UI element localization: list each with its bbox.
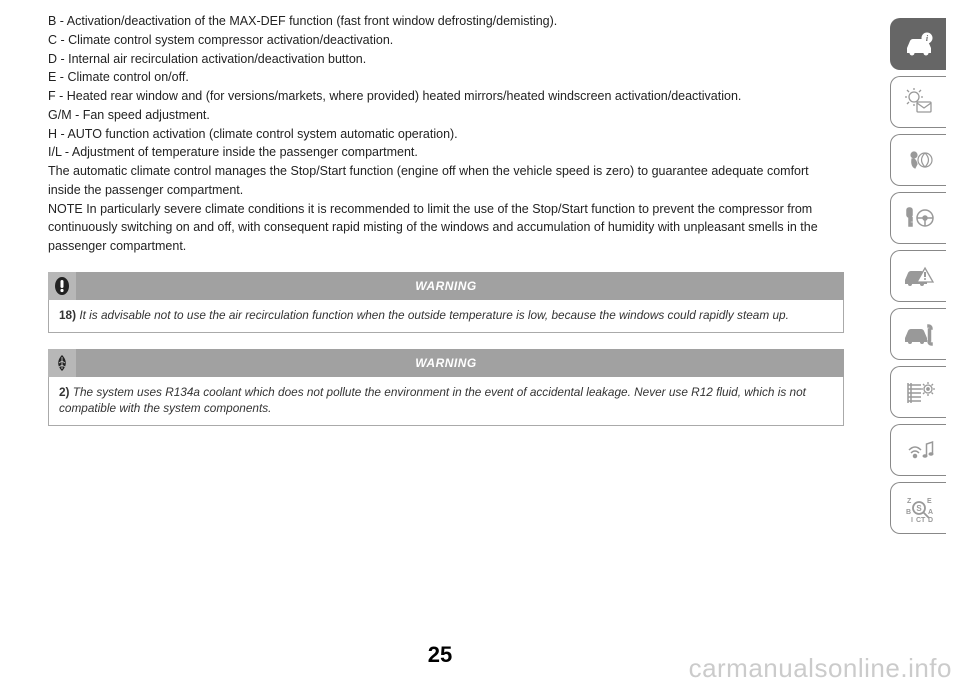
exclaim-icon: [48, 272, 76, 300]
sidebar-tab-letters-magnify[interactable]: ZEBAICTDS: [890, 482, 946, 534]
sidebar-tab-airbag[interactable]: [890, 134, 946, 186]
leaf-icon: [48, 349, 76, 377]
sidebar-tab-light-envelope[interactable]: [890, 76, 946, 128]
line: H - AUTO function activation (climate co…: [48, 125, 844, 144]
warning-body: 18) It is advisable not to use the air r…: [48, 300, 844, 333]
warning-text: It is advisable not to use the air recir…: [76, 308, 789, 322]
svg-text:Z: Z: [907, 498, 912, 505]
line: F - Heated rear window and (for versions…: [48, 87, 844, 106]
sidebar-tab-list-gear[interactable]: [890, 366, 946, 418]
sidebar-tab-car-info[interactable]: i: [890, 18, 946, 70]
line: C - Climate control system compressor ac…: [48, 31, 844, 50]
line: G/M - Fan speed adjustment.: [48, 106, 844, 125]
warning-title: WARNING: [76, 279, 844, 293]
warning-body: 2) The system uses R134a coolant which d…: [48, 377, 844, 426]
line: NOTE In particularly severe climate cond…: [48, 200, 844, 256]
warning-num: 18): [59, 308, 76, 322]
sidebar-tab-wifi-music[interactable]: [890, 424, 946, 476]
line: E - Climate control on/off.: [48, 68, 844, 87]
warning-text: The system uses R134a coolant which does…: [59, 385, 806, 415]
warning-title: WARNING: [76, 356, 844, 370]
svg-text:B: B: [906, 509, 911, 516]
warning-block: WARNING 18) It is advisable not to use t…: [48, 272, 844, 333]
svg-text:S: S: [916, 504, 922, 513]
warning-block: WARNING 2) The system uses R134a coolant…: [48, 349, 844, 426]
watermark: carmanualsonline.info: [689, 653, 952, 684]
line: D - Internal air recirculation activatio…: [48, 50, 844, 69]
svg-text:A: A: [928, 509, 933, 516]
svg-text:I: I: [911, 517, 913, 524]
sidebar-tab-key-wheel[interactable]: [890, 192, 946, 244]
svg-text:T: T: [921, 517, 926, 524]
warning-header: WARNING: [48, 349, 844, 377]
body-text: B - Activation/deactivation of the MAX-D…: [48, 12, 844, 256]
line: B - Activation/deactivation of the MAX-D…: [48, 12, 844, 31]
warning-header: WARNING: [48, 272, 844, 300]
line: I/L - Adjustment of temperature inside t…: [48, 143, 844, 162]
sidebar-tab-car-wrench[interactable]: [890, 308, 946, 360]
line: The automatic climate control manages th…: [48, 162, 844, 200]
svg-text:E: E: [927, 498, 932, 505]
sidebar: i ZEBAICTDS: [890, 18, 946, 534]
warning-num: 2): [59, 385, 70, 399]
sidebar-tab-car-warn[interactable]: [890, 250, 946, 302]
